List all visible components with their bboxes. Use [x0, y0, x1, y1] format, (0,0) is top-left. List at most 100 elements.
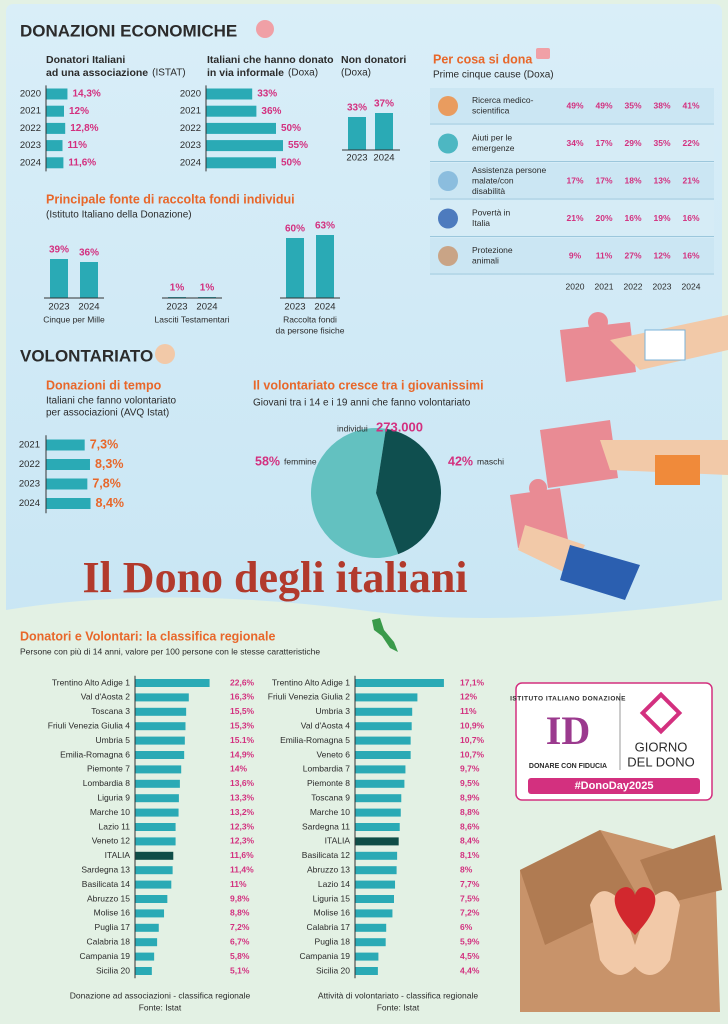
section-title: VOLONTARIATO — [20, 346, 153, 365]
category-label: 2022 — [180, 123, 201, 134]
bar — [355, 880, 396, 889]
row-icon — [438, 246, 458, 266]
value-label: 8,8% — [460, 807, 480, 817]
row-icon — [438, 133, 458, 154]
bar — [46, 122, 66, 134]
pie-slice — [311, 428, 399, 558]
logo-event: GIORNO — [635, 739, 688, 754]
value-label: 58% — [255, 454, 280, 468]
bar — [348, 117, 366, 150]
category-label: Trentino Alto Adige 1 — [272, 677, 350, 687]
category-label: Sardegna 13 — [81, 864, 130, 874]
cell-value: 29% — [624, 138, 641, 148]
value-label: 8,1% — [460, 850, 480, 860]
category-label: Campania 19 — [79, 951, 130, 961]
value-label: 8% — [460, 864, 473, 874]
chart-title: Donazioni di tempo — [46, 378, 162, 392]
bar — [355, 895, 394, 903]
value-label: 36% — [79, 248, 99, 259]
value-label: 12% — [69, 106, 89, 117]
bar — [355, 837, 399, 846]
row-icon — [438, 171, 458, 191]
category-label: 2024 — [373, 153, 394, 164]
bar — [135, 707, 187, 716]
total-value: 273.000 — [376, 419, 423, 434]
bar — [206, 157, 276, 169]
bar — [46, 439, 85, 451]
cell-value: 21% — [682, 175, 699, 185]
bar — [135, 751, 185, 759]
bar — [355, 722, 412, 731]
category-label: Liguria 15 — [313, 893, 351, 903]
category-label: Lazio 11 — [98, 821, 130, 831]
cell-value: 13% — [653, 175, 670, 185]
category-label: ITALIA — [105, 850, 131, 860]
cell-value: 11% — [596, 250, 613, 260]
group-label: Cinque per Mille — [43, 314, 105, 324]
category-label: Sardegna 11 — [302, 821, 350, 831]
gift-box-illustration — [520, 830, 722, 1012]
value-label: 14% — [230, 764, 247, 774]
bar — [135, 693, 189, 702]
value-label: 11% — [460, 706, 477, 716]
category-label: Abruzzo 15 — [87, 893, 130, 903]
section-title: DONAZIONI ECONOMICHE — [20, 21, 237, 40]
value-label: 7,2% — [230, 922, 250, 932]
chart-title: Principale fonte di raccolta fondi indiv… — [46, 192, 295, 206]
value-label: 8,3% — [95, 457, 124, 471]
cell-value: 35% — [653, 138, 670, 148]
category-label: Liguria 9 — [97, 792, 130, 802]
bar — [135, 851, 174, 860]
category-label: Molise 16 — [94, 908, 131, 918]
bar — [135, 808, 179, 817]
value-label: 10,7% — [460, 749, 485, 759]
year-label: 2024 — [314, 302, 335, 313]
category-label: 2022 — [20, 123, 41, 134]
row-label: Povertà in — [472, 208, 511, 218]
bar — [286, 238, 304, 298]
value-label: 8,4% — [96, 496, 125, 510]
bar — [46, 478, 88, 490]
column-header: 2020 — [566, 281, 585, 291]
value-label: 33% — [257, 89, 277, 100]
table-row — [430, 163, 714, 198]
cell-value: 16% — [624, 213, 641, 223]
puzzle-illustration — [510, 312, 728, 600]
bar — [355, 952, 379, 961]
section-note: Persone con più di 14 anni, valore per 1… — [20, 646, 320, 656]
row-label: Assistenza persone — [472, 165, 546, 175]
group-label: da persone fisiche — [276, 325, 345, 335]
chart-source: Fonte: Istat — [139, 1002, 182, 1012]
bar — [135, 679, 210, 687]
value-label: 5,9% — [460, 936, 480, 946]
category-label: Umbria 5 — [96, 735, 131, 745]
year-label: 2023 — [284, 302, 305, 313]
value-label: 6% — [460, 922, 473, 932]
category-label: Calabria 17 — [307, 922, 351, 932]
value-label: 22,6% — [230, 677, 255, 687]
value-label: 16,3% — [230, 692, 255, 702]
value-label: 14,9% — [230, 749, 255, 759]
value-label: 1% — [170, 283, 185, 294]
value-label: 11,6% — [68, 157, 96, 168]
bar — [135, 967, 152, 975]
category-label: Calabria 18 — [87, 936, 131, 946]
bar — [355, 823, 400, 831]
cell-value: 22% — [682, 138, 699, 148]
value-label: 11% — [68, 140, 88, 151]
bar — [375, 113, 393, 150]
row-label: emergenze — [472, 143, 515, 153]
cell-value: 20% — [595, 213, 612, 223]
category-label: Abruzzo 13 — [307, 864, 350, 874]
slice-label: femmine — [284, 456, 317, 466]
bar — [135, 938, 158, 947]
category-label: Emilia-Romagna 5 — [280, 735, 350, 745]
bar — [46, 88, 68, 100]
category-label: Sicilia 20 — [96, 965, 130, 975]
value-label: 10,9% — [460, 720, 485, 730]
column-header: 2024 — [682, 281, 701, 291]
category-label: Puglia 18 — [315, 936, 351, 946]
bar — [135, 837, 176, 846]
cell-value: 19% — [653, 213, 670, 223]
